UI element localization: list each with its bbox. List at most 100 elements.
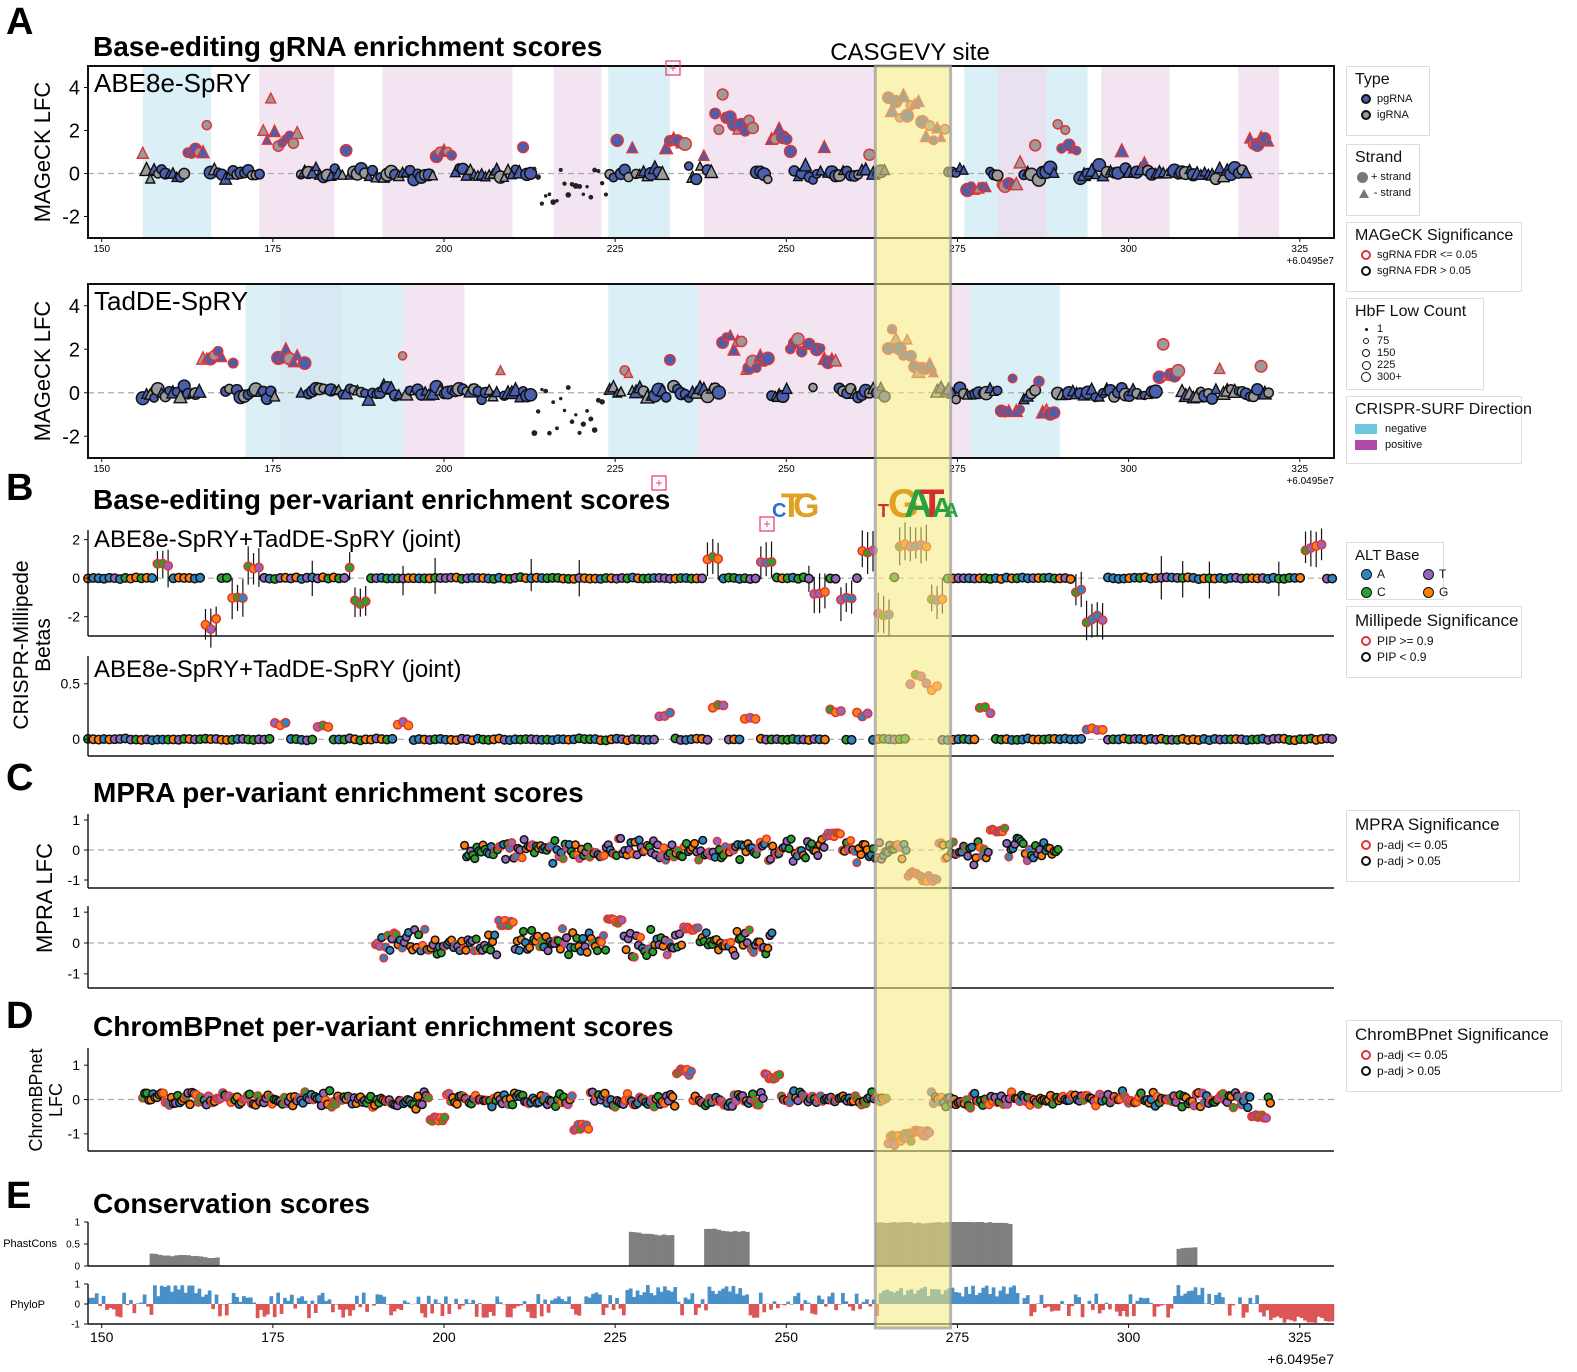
phastcons-bar [207, 1258, 212, 1266]
legend-label: igRNA [1377, 109, 1409, 121]
B2-ytick-label: 0 [72, 731, 80, 747]
phylop-bar [611, 1304, 616, 1310]
phylop-bar [296, 1298, 301, 1304]
surf-region-positive [1238, 66, 1280, 238]
phylop-bar [402, 1300, 407, 1304]
panel-label-a1: ABE8e-SpRY [94, 68, 251, 98]
guide-point [1033, 375, 1045, 388]
phylop-bar [1056, 1304, 1061, 1311]
points [136, 87, 1275, 206]
expand-icon[interactable]: + [665, 60, 681, 76]
legend-chrombp-title: ChromBPnet Significance [1355, 1025, 1549, 1044]
phylop-bar [1238, 1297, 1242, 1304]
ylabel-phastcons: PhastCons [3, 1238, 57, 1250]
x-offset-label: +6.0495e7 [1286, 256, 1334, 267]
phylop-bar [262, 1304, 267, 1317]
guide-point [751, 362, 762, 373]
phylop-bar [491, 1304, 496, 1316]
legend-label: 1 [1377, 323, 1384, 335]
phastcons-bar [632, 1232, 638, 1266]
phastcons-bar [211, 1257, 216, 1266]
variant-point [635, 932, 646, 942]
title-panel-a: Base-editing gRNA enrichment scores [93, 31, 602, 62]
phylop-bar [782, 1304, 787, 1306]
guide-point [1263, 387, 1275, 399]
phastcons-bar [170, 1256, 175, 1266]
variant-point [1076, 584, 1087, 595]
phylop-bar [485, 1304, 489, 1318]
phylop-bar [697, 1304, 702, 1308]
phylop-bar [392, 1304, 397, 1312]
phylop-bar [313, 1304, 318, 1314]
guide-point [814, 164, 827, 176]
phastcons-bar [157, 1254, 163, 1266]
phylop-bar [1104, 1302, 1109, 1304]
phylop-bar [717, 1290, 722, 1304]
phastcons-bar [182, 1254, 187, 1266]
guide-point [446, 149, 457, 161]
phylop-bar [1248, 1297, 1253, 1304]
phylop-bar [505, 1304, 510, 1318]
phylop-bar [560, 1299, 565, 1304]
legend-label: pgRNA [1377, 93, 1413, 105]
phylop-bar [495, 1296, 500, 1304]
surf-region-positive [697, 284, 876, 458]
variant-point [819, 842, 829, 852]
phylop-bar [1258, 1304, 1263, 1313]
phylop-bar [1121, 1304, 1126, 1311]
variant-point [237, 593, 248, 604]
variant-point [558, 854, 568, 864]
phylop-bar [358, 1304, 363, 1308]
variant-point [1053, 844, 1063, 854]
variant-point [543, 946, 553, 956]
guide-point [535, 174, 541, 180]
phastcons-bar [665, 1235, 671, 1266]
variant-point [735, 855, 745, 865]
variant-point [147, 573, 158, 584]
C-ylabel: MPRA LFC [32, 843, 57, 953]
phylop-bar [635, 1290, 640, 1304]
variant-point [730, 950, 740, 960]
phylop-bar [1138, 1297, 1143, 1304]
legend-label: PIP < 0.9 [1377, 650, 1427, 664]
phylop-bar [478, 1303, 482, 1304]
variant-point [846, 835, 856, 846]
phylop-bar [361, 1292, 366, 1304]
phylop-bar [224, 1304, 229, 1316]
variant-point [564, 950, 574, 960]
phylop-bar [769, 1304, 773, 1310]
guide-point [677, 136, 692, 151]
svg-text:G: G [793, 487, 819, 525]
guide-point [1048, 166, 1060, 179]
phylop-bar [334, 1304, 339, 1305]
guide-point [543, 388, 549, 394]
phylop-bar [539, 1304, 544, 1317]
phylop-bar [1094, 1293, 1099, 1304]
svg-text:T: T [781, 487, 802, 525]
phylop-bar [440, 1304, 445, 1317]
legend-label: sgRNA FDR > 0.05 [1377, 265, 1471, 277]
phastcons-bar [1188, 1247, 1194, 1266]
expand-icon[interactable]: + [651, 475, 667, 491]
phylop-bar [1053, 1304, 1058, 1311]
A2-ytick-label: -2 [62, 426, 80, 448]
expand-icon[interactable]: + [759, 516, 775, 532]
E2-xtick-label: 150 [90, 1329, 114, 1345]
variant-point [1018, 839, 1028, 849]
A2-ytick-label: 4 [69, 296, 80, 318]
variant-point [570, 840, 580, 850]
phylop-bar [738, 1288, 743, 1304]
phylop-bar [584, 1296, 589, 1304]
phylop-bar [988, 1294, 992, 1304]
phylop-bar [173, 1285, 178, 1304]
variant-point [983, 847, 993, 857]
variant-point [712, 836, 722, 846]
A1-ytick-label: -2 [62, 207, 80, 229]
phylop-bar [122, 1292, 126, 1304]
phastcons-bar [975, 1222, 980, 1266]
variant-point [1076, 733, 1087, 744]
phylop-bar [389, 1304, 393, 1316]
phylop-bar [810, 1304, 814, 1314]
A1-xtick-label: 200 [436, 244, 453, 255]
guide-point [716, 88, 729, 101]
